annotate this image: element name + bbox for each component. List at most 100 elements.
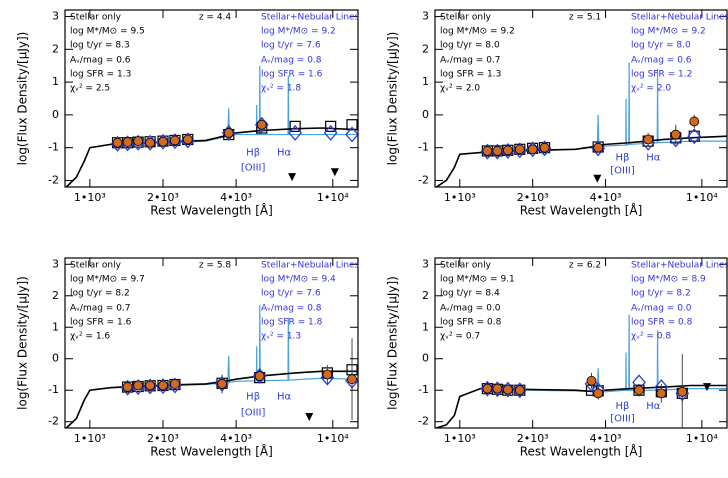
plot-area <box>65 305 358 428</box>
observed-point <box>656 388 667 399</box>
nebular-fit-text: Aᵥ/mag = 0.6 <box>631 56 692 66</box>
stellar-fit-text: log M*/M⊙ = 9.7 <box>70 275 145 285</box>
plot-frame <box>434 257 728 429</box>
observed-point <box>539 142 550 153</box>
stellar-fit-text: log SFR = 1.3 <box>70 70 131 80</box>
x-tick-label: 4•10³ <box>220 191 252 204</box>
model-spectrum <box>435 135 727 187</box>
observed-point <box>593 142 604 153</box>
upper-limit <box>703 383 712 392</box>
line-annotation: Hα <box>646 401 661 412</box>
observed-point <box>112 137 123 148</box>
nebular-fit-text: Aᵥ/mag = 0.8 <box>261 56 322 66</box>
observed-point <box>122 137 133 147</box>
nebular-fit-text: χᵥ² = 0.8 <box>631 332 671 342</box>
nebular-fit-text: χᵥ² = 2.0 <box>631 84 671 94</box>
observed-point <box>482 383 493 394</box>
nebular-model-point <box>288 124 303 141</box>
y-tick-label: 3 <box>422 257 429 270</box>
x-tick-label: 4•10³ <box>220 432 252 445</box>
observed-point <box>492 146 503 156</box>
y-tick-label: -1 <box>48 383 59 396</box>
stellar-fit-text: Aᵥ/mag = 0.0 <box>440 304 501 314</box>
nebular-fit-text: log SFR = 1.8 <box>261 318 323 328</box>
stellar-fit-text: Aᵥ/mag = 0.7 <box>70 304 131 314</box>
nebular-fit-text: log t/yr = 8.0 <box>631 41 691 51</box>
model-spectrum <box>65 127 358 187</box>
stellar-fit-text: log M*/M⊙ = 9.1 <box>440 275 515 285</box>
x-axis-label: Rest Wavelength [Å] <box>520 444 643 459</box>
y-tick-label: 3 <box>52 257 59 270</box>
y-tick-label: 0 <box>422 352 429 365</box>
upper-limit <box>330 168 339 177</box>
observed-point <box>145 380 156 391</box>
line-annotation: Hα <box>277 392 292 403</box>
observed-point <box>223 128 234 138</box>
plot-frame <box>64 257 359 429</box>
y-axis-label: log(Flux Density/[μJy]) <box>16 32 30 166</box>
y-tick-label: 1 <box>52 75 59 88</box>
nebular-fit-text: Stellar+Nebular Lines <box>631 261 728 271</box>
nebular-fit-text: Stellar+Nebular Lines <box>261 261 360 271</box>
nebular-fit-text: log SFR = 1.2 <box>631 70 692 80</box>
y-tick-label: 1 <box>52 320 59 333</box>
stellar-fit-text: log t/yr = 8.2 <box>70 289 130 299</box>
stellar-fit-text: log SFR = 0.8 <box>440 318 502 328</box>
x-axis-label: Rest Wavelength [Å] <box>520 203 643 218</box>
observed-point <box>322 369 333 380</box>
y-tick-label: -1 <box>418 141 429 154</box>
redshift: z = 6.2 <box>569 261 601 271</box>
observed-point <box>182 134 193 145</box>
nebular-fit-text: log SFR = 1.6 <box>261 70 323 80</box>
observed-point <box>254 371 265 381</box>
observed-point <box>689 116 700 127</box>
observed-point <box>145 137 156 148</box>
observed-point <box>217 379 227 389</box>
line-annotation: [OIII] <box>610 414 635 425</box>
nebular-fit-text: Aᵥ/mag = 0.0 <box>631 304 692 314</box>
line-annotation: [OIII] <box>610 166 635 177</box>
x-tick-label: 2•10³ <box>517 432 549 445</box>
line-annotation: Hα <box>646 153 661 164</box>
stellar-model-point <box>688 130 700 142</box>
stellar-fit-text: Aᵥ/mag = 0.7 <box>440 56 501 66</box>
nebular-fit-text: log M*/M⊙ = 9.2 <box>631 27 706 37</box>
x-tick-label: 2•10³ <box>517 191 549 204</box>
upper-limit <box>593 174 602 183</box>
nebular-fit-text: χᵥ² = 1.8 <box>261 84 301 94</box>
x-tick-label: 4•10³ <box>590 191 622 204</box>
nebular-model-point <box>345 126 358 143</box>
y-axis-label: log(Flux Density/[μJy]) <box>16 276 30 410</box>
observed-point <box>133 136 144 147</box>
x-tick-label: 2•10³ <box>147 191 179 204</box>
observed-point <box>122 382 133 392</box>
line-annotation: [OIII] <box>241 162 266 173</box>
y-tick-label: 2 <box>422 42 429 55</box>
nebular-model-point <box>687 128 702 145</box>
stellar-fit-text: log M*/M⊙ = 9.5 <box>70 27 145 37</box>
observed-point <box>593 388 604 399</box>
model-spectrum <box>65 370 358 428</box>
observed-point <box>347 374 357 385</box>
stellar-model-point <box>346 119 358 131</box>
observed-point <box>586 375 597 386</box>
y-tick-label: 2 <box>52 289 59 302</box>
observed-point <box>527 144 538 155</box>
stellar-model-point <box>289 120 301 132</box>
y-tick-label: 2 <box>52 42 59 55</box>
plot-area <box>436 314 727 428</box>
stellar-fit-text: Stellar only <box>70 13 122 23</box>
stellar-fit-text: Stellar only <box>440 13 492 23</box>
nebular-fit-text: log SFR = 0.8 <box>631 318 693 328</box>
nebular-fit-text: Aᵥ/mag = 0.8 <box>261 304 322 314</box>
x-tick-label: 1•10³ <box>444 191 476 204</box>
stellar-fit-text: log t/yr = 8.0 <box>440 41 500 51</box>
stellar-fit-text: χᵥ² = 1.6 <box>70 332 110 342</box>
observed-point <box>677 386 688 397</box>
line-annotation: Hβ <box>246 392 260 403</box>
nebular-fit-text: Stellar+Nebular Lines <box>631 13 728 23</box>
observed-point <box>256 119 267 130</box>
observed-point <box>170 379 180 389</box>
stellar-fit-text: Aᵥ/mag = 0.6 <box>70 56 131 66</box>
